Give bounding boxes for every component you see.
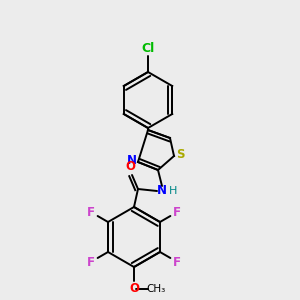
Text: S: S — [176, 148, 184, 161]
Text: O: O — [129, 283, 139, 296]
Text: O: O — [125, 160, 135, 173]
Text: F: F — [173, 256, 181, 268]
Text: Cl: Cl — [141, 41, 154, 55]
Text: CH₃: CH₃ — [146, 284, 166, 294]
Text: F: F — [87, 256, 95, 268]
Text: N: N — [127, 154, 137, 167]
Text: N: N — [157, 184, 167, 197]
Text: H: H — [169, 186, 177, 196]
Text: F: F — [87, 206, 95, 218]
Text: F: F — [173, 206, 181, 218]
